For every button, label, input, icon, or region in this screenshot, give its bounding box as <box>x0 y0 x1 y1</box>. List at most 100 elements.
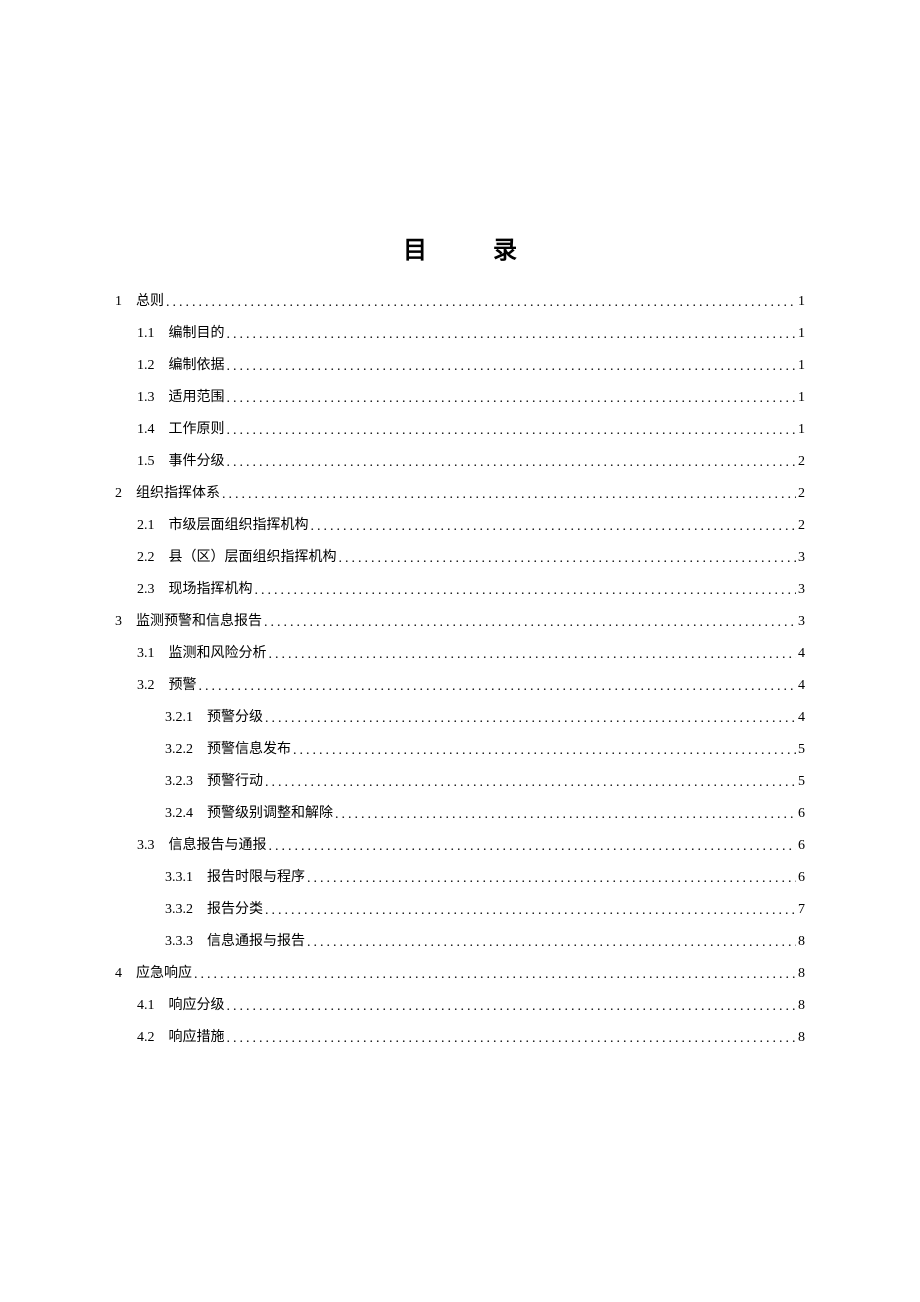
toc-entry-page: 8 <box>798 935 805 949</box>
toc-entry-label: 预警级别调整和解除 <box>207 807 333 821</box>
toc-entry-page: 4 <box>798 679 805 693</box>
toc-dots: ........................................… <box>227 424 797 438</box>
toc-entry-page: 8 <box>798 999 805 1013</box>
toc-entry: 3.3.1报告时限与程序............................… <box>115 871 805 885</box>
toc-entry: 1.5 事件分级.................................… <box>115 455 805 469</box>
toc-entry-page: 4 <box>798 711 805 725</box>
toc-entry-page: 8 <box>798 967 805 981</box>
toc-entry-page: 6 <box>798 807 805 821</box>
toc-entry-number: 3.3.1 <box>165 871 193 885</box>
toc-entry-number: 3.2.3 <box>165 775 193 789</box>
toc-dots: ........................................… <box>265 776 796 790</box>
toc-entry-number: 4.1 <box>137 999 155 1013</box>
toc-entry-page: 2 <box>798 455 805 469</box>
toc-entry: 1.1编制目的.................................… <box>115 327 805 341</box>
toc-entry: 2 组织指挥体系.................................… <box>115 487 805 501</box>
toc-dots: ........................................… <box>227 392 797 406</box>
toc-entry-page: 5 <box>798 775 805 789</box>
toc-entry-number: 3.3 <box>137 839 155 853</box>
toc-entry-label: 信息通报与报告 <box>207 935 305 949</box>
toc-dots: ........................................… <box>307 872 796 886</box>
toc-entry-label: 预警信息发布 <box>207 743 291 757</box>
toc-entry-page: 8 <box>798 1031 805 1045</box>
toc-entry-label: 信息报告与通报 <box>169 839 267 853</box>
toc-entry-number: 3.2.2 <box>165 743 193 757</box>
toc-entry-label: 响应分级 <box>169 999 225 1013</box>
toc-entry-label: 应急响应 <box>136 967 192 981</box>
toc-entry-label: 现场指挥机构 <box>169 583 253 597</box>
toc-entry-page: 1 <box>798 391 805 405</box>
toc-entry-label: 监测和风险分析 <box>169 647 267 661</box>
toc-entry: 3.3.3 信息通报与报告............................… <box>115 935 805 949</box>
toc-entry: 3.1监测和风险分析..............................… <box>115 647 805 661</box>
toc-entry-number: 3.2.4 <box>165 807 193 821</box>
toc-entry-label: 监测预警和信息报告 <box>136 615 262 629</box>
toc-entry: 3.2.2 预警信息发布.............................… <box>115 743 805 757</box>
toc-entry-number: 1.2 <box>137 359 155 373</box>
toc-entry-label: 总则 <box>136 295 164 309</box>
toc-entry-number: 1.5 <box>137 455 155 469</box>
toc-container: 1 总则.....................................… <box>115 295 805 1045</box>
toc-entry: 1.2 编制依据.................................… <box>115 359 805 373</box>
toc-dots: ........................................… <box>222 488 796 502</box>
toc-entry-page: 3 <box>798 551 805 565</box>
toc-entry-number: 3.2 <box>137 679 155 693</box>
toc-entry-number: 1.4 <box>137 423 155 437</box>
toc-dots: ........................................… <box>227 456 797 470</box>
toc-entry-page: 3 <box>798 615 805 629</box>
toc-dots: ........................................… <box>335 808 796 822</box>
toc-entry-label: 事件分级 <box>169 455 225 469</box>
toc-entry-number: 2.1 <box>137 519 155 533</box>
toc-entry: 4 应急响应...................................… <box>115 967 805 981</box>
toc-entry-number: 4 <box>115 967 122 981</box>
toc-entry-number: 3.3.3 <box>165 935 193 949</box>
toc-entry-page: 4 <box>798 647 805 661</box>
toc-dots: ........................................… <box>339 552 797 566</box>
toc-entry: 3.2.3 预警行动...............................… <box>115 775 805 789</box>
toc-entry: 3.2 预警...................................… <box>115 679 805 693</box>
toc-dots: ........................................… <box>227 360 797 374</box>
toc-dots: ........................................… <box>227 1032 797 1046</box>
toc-entry-page: 1 <box>798 359 805 373</box>
toc-entry-number: 3.1 <box>137 647 155 661</box>
toc-dots: ........................................… <box>264 616 796 630</box>
toc-dots: ........................................… <box>269 840 797 854</box>
toc-entry-number: 1.3 <box>137 391 155 405</box>
toc-entry-label: 编制依据 <box>169 359 225 373</box>
toc-entry-number: 3 <box>115 615 122 629</box>
toc-dots: ........................................… <box>311 520 797 534</box>
toc-entry-label: 预警行动 <box>207 775 263 789</box>
toc-dots: ........................................… <box>194 968 796 982</box>
document-page: 目 录 1总则.................................… <box>0 0 920 1045</box>
toc-entry: 1总则.....................................… <box>115 295 805 309</box>
toc-dots: ........................................… <box>227 1000 797 1014</box>
toc-entry-label: 预警 <box>169 679 197 693</box>
toc-entry-label: 报告分类 <box>207 903 263 917</box>
toc-entry-label: 组织指挥体系 <box>136 487 220 501</box>
toc-entry: 3.3 信息报告与通报..............................… <box>115 839 805 853</box>
toc-entry-number: 4.2 <box>137 1031 155 1045</box>
toc-entry-page: 2 <box>798 519 805 533</box>
toc-entry-page: 6 <box>798 839 805 853</box>
toc-entry-page: 1 <box>798 327 805 341</box>
toc-dots: ........................................… <box>227 328 797 342</box>
toc-entry-number: 2.3 <box>137 583 155 597</box>
toc-entry: 3.2.4 预警级别调整和解除..........................… <box>115 807 805 821</box>
toc-dots: ........................................… <box>265 904 796 918</box>
toc-entry-number: 1.1 <box>137 327 155 341</box>
toc-entry: 2.3现场指挥机构...............................… <box>115 583 805 597</box>
toc-entry-page: 2 <box>798 487 805 501</box>
toc-entry-number: 3.3.2 <box>165 903 193 917</box>
toc-entry-number: 3.2.1 <box>165 711 193 725</box>
toc-entry: 2.2县（区）层面组织指挥机构.........................… <box>115 551 805 565</box>
toc-entry: 1.4工作原则.................................… <box>115 423 805 437</box>
toc-entry-page: 6 <box>798 871 805 885</box>
toc-dots: ........................................… <box>307 936 796 950</box>
toc-entry-label: 响应措施 <box>169 1031 225 1045</box>
toc-entry: 3 监测预警和信息报告..............................… <box>115 615 805 629</box>
toc-dots: ........................................… <box>199 680 797 694</box>
toc-entry: 4.2 响应措施.................................… <box>115 1031 805 1045</box>
toc-dots: ........................................… <box>293 744 796 758</box>
toc-entry-page: 1 <box>798 423 805 437</box>
toc-entry: 3.3.2 报告分类...............................… <box>115 903 805 917</box>
